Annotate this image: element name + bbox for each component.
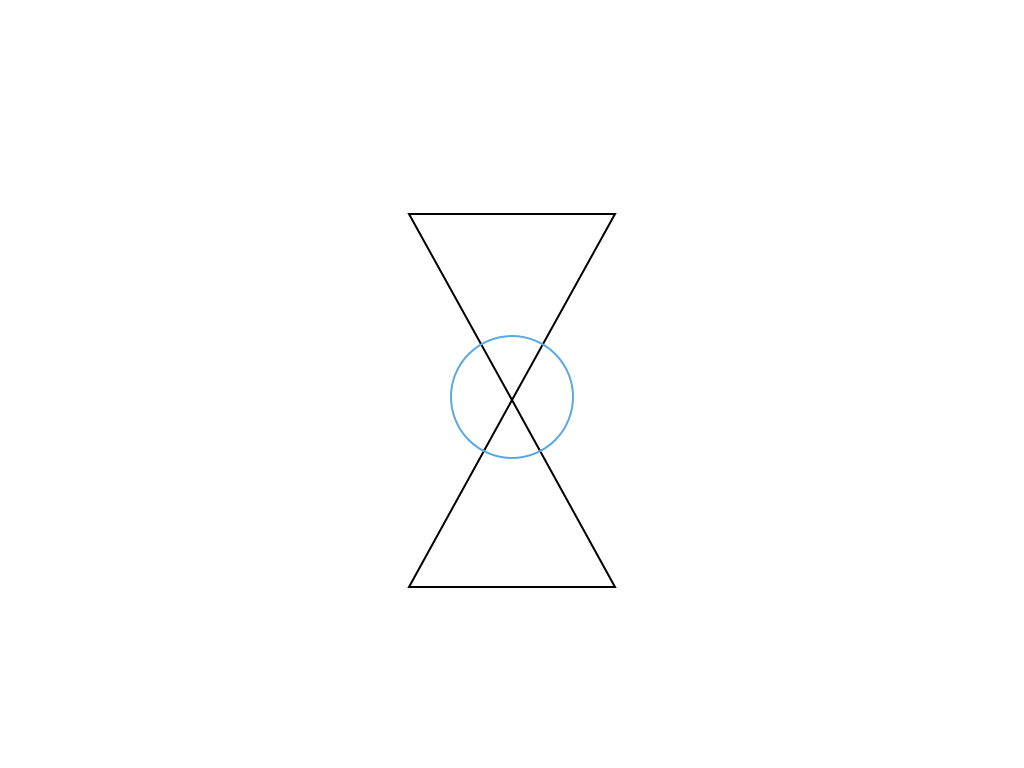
center-circle <box>450 335 574 459</box>
lower-triangle <box>407 397 617 588</box>
upper-triangle <box>407 213 617 403</box>
